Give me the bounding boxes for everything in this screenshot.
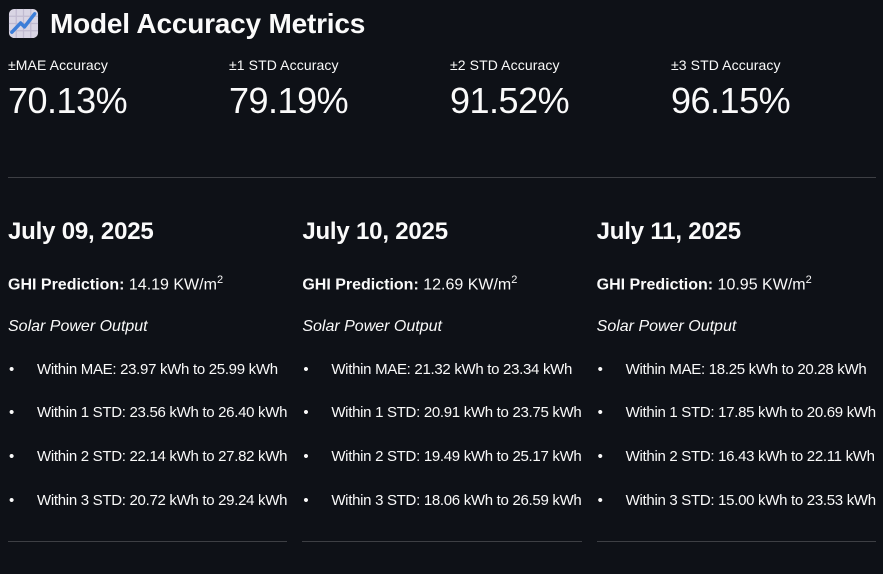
metric-1std: ±1 STD Accuracy 79.19% [229,57,434,119]
ghi-prediction-line: GHI Prediction: 10.95 KW/m2 [597,272,876,298]
range-item-1std: Within 1 STD: 17.85 kWh to 20.69 kWh [597,401,876,426]
ghi-prediction-value: 10.95 KW/m [713,276,806,294]
power-range-list: Within MAE: 21.32 kWh to 23.34 kWh Withi… [302,358,581,514]
ghi-prediction-line: GHI Prediction: 12.69 KW/m2 [302,272,581,298]
range-item-mae: Within MAE: 18.25 kWh to 20.28 kWh [597,358,876,383]
day-column-july-11: July 11, 2025 GHI Prediction: 10.95 KW/m… [596,218,876,542]
ghi-prediction-label: GHI Prediction: [302,276,419,294]
solar-power-output-label: Solar Power Output [596,318,737,336]
metric-label: ±1 STD Accuracy [229,57,339,73]
ghi-prediction-label: GHI Prediction: [596,276,714,294]
ghi-prediction-line: GHI Prediction: 14.19 KW/m2 [8,272,287,298]
metric-value: 96.15% [671,79,791,121]
forecast-days-row: July 09, 2025 GHI Prediction: 14.19 KW/m… [8,218,876,542]
chart-increasing-icon [8,8,39,39]
day-column-july-10: July 10, 2025 GHI Prediction: 12.69 KW/m… [302,218,582,542]
ghi-prediction-label: GHI Prediction: [8,276,125,294]
range-item-3std: Within 3 STD: 18.06 kWh to 26.59 kWh [302,489,581,514]
power-range-list: Within MAE: 18.25 kWh to 20.28 kWh Withi… [597,358,876,514]
metric-mae: ±MAE Accuracy 70.13% [8,57,213,119]
range-item-1std: Within 1 STD: 23.56 kWh to 26.40 kWh [8,401,287,426]
metrics-row: ±MAE Accuracy 70.13% ±1 STD Accuracy 79.… [8,57,876,119]
metric-value: 79.19% [229,79,349,121]
metric-label: ±3 STD Accuracy [671,57,781,73]
range-item-2std: Within 2 STD: 16.43 kWh to 22.11 kWh [597,445,876,470]
range-item-1std: Within 1 STD: 20.91 kWh to 23.75 kWh [302,401,581,426]
solar-power-output-label: Solar Power Output [302,318,442,336]
solar-power-output-label: Solar Power Output [8,318,148,336]
day-column-july-09: July 09, 2025 GHI Prediction: 14.19 KW/m… [8,218,288,542]
range-item-2std: Within 2 STD: 22.14 kWh to 27.82 kWh [8,445,287,470]
column-divider [596,540,876,542]
range-item-3std: Within 3 STD: 15.00 kWh to 23.53 kWh [597,489,876,514]
metric-label: ±2 STD Accuracy [450,57,560,73]
range-item-mae: Within MAE: 23.97 kWh to 25.99 kWh [8,358,287,383]
column-divider [8,540,288,542]
section-divider [8,177,876,179]
day-date-heading: July 09, 2025 [8,218,154,246]
ghi-unit-superscript: 2 [805,274,812,287]
ghi-unit-superscript: 2 [216,274,224,287]
range-item-mae: Within MAE: 21.32 kWh to 23.34 kWh [302,358,581,383]
ghi-prediction-value: 14.19 KW/m [124,276,217,294]
page-header: Model Accuracy Metrics [8,5,876,42]
power-range-list: Within MAE: 23.97 kWh to 25.99 kWh Withi… [8,358,287,514]
day-date-heading: July 10, 2025 [302,218,448,246]
metric-2std: ±2 STD Accuracy 91.52% [450,57,655,119]
ghi-unit-superscript: 2 [511,274,518,287]
range-item-2std: Within 2 STD: 19.49 kWh to 25.17 kWh [302,445,581,470]
metric-3std: ±3 STD Accuracy 96.15% [671,57,876,119]
day-date-heading: July 11, 2025 [596,218,741,246]
column-divider [302,540,582,542]
metric-value: 91.52% [450,79,570,121]
ghi-prediction-value: 12.69 KW/m [418,276,512,294]
metric-label: ±MAE Accuracy [8,57,109,73]
range-item-3std: Within 3 STD: 20.72 kWh to 29.24 kWh [8,489,287,514]
metric-value: 70.13% [8,79,128,121]
page-title: Model Accuracy Metrics [50,7,366,39]
